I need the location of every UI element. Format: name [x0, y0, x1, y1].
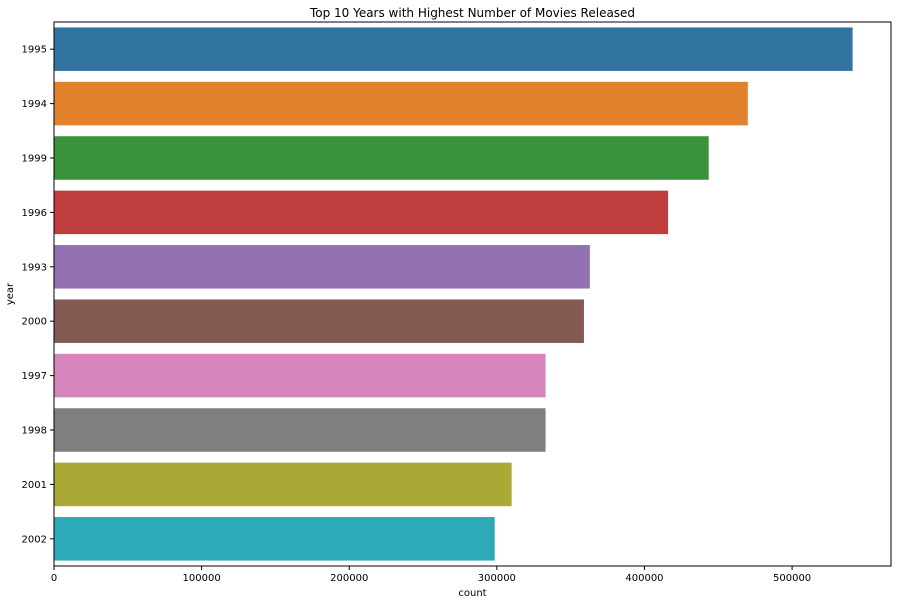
x-tick-label-0: 0: [51, 573, 57, 584]
y-tick-label-1995: 1995: [22, 45, 47, 56]
x-tick-label-200000: 200000: [330, 573, 368, 584]
y-axis-label: year: [5, 282, 16, 305]
y-axis: 1995 1994 1999 1996 1993 2000 1997 1998 2001 2002: [22, 45, 54, 545]
bar-1998: [54, 408, 546, 452]
plot-frame: [53, 21, 892, 567]
bar-2000: [54, 299, 584, 343]
y-tick-label-1997: 1997: [22, 371, 47, 382]
bar-1997: [54, 353, 546, 398]
y-tick-label-1998: 1998: [22, 426, 47, 437]
bar-1994: [54, 81, 748, 126]
bar-1996: [54, 190, 669, 235]
bar-1995: [54, 27, 853, 71]
x-axis-label: count: [458, 588, 486, 599]
bars-layer: [54, 27, 853, 561]
y-tick-label-1994: 1994: [22, 99, 47, 110]
y-tick-label-2001: 2001: [22, 480, 47, 491]
y-tick-label-1999: 1999: [22, 154, 47, 165]
bar-1993: [54, 245, 590, 289]
bar-2001: [54, 462, 512, 507]
bar-1999: [54, 136, 709, 180]
x-tick-label-100000: 100000: [183, 573, 221, 584]
x-tick-label-500000: 500000: [773, 573, 811, 584]
bar-2002: [54, 517, 495, 561]
y-tick-label-1993: 1993: [22, 262, 47, 273]
chart-title: Top 10 Years with Highest Number of Movi…: [309, 6, 635, 20]
x-tick-label-400000: 400000: [625, 573, 663, 584]
x-tick-label-300000: 300000: [478, 573, 516, 584]
x-axis: 0 100000 200000 300000 400000 500000: [51, 566, 811, 584]
y-tick-label-1996: 1996: [22, 208, 47, 219]
y-tick-label-2000: 2000: [22, 317, 47, 328]
y-tick-label-2002: 2002: [22, 534, 47, 545]
